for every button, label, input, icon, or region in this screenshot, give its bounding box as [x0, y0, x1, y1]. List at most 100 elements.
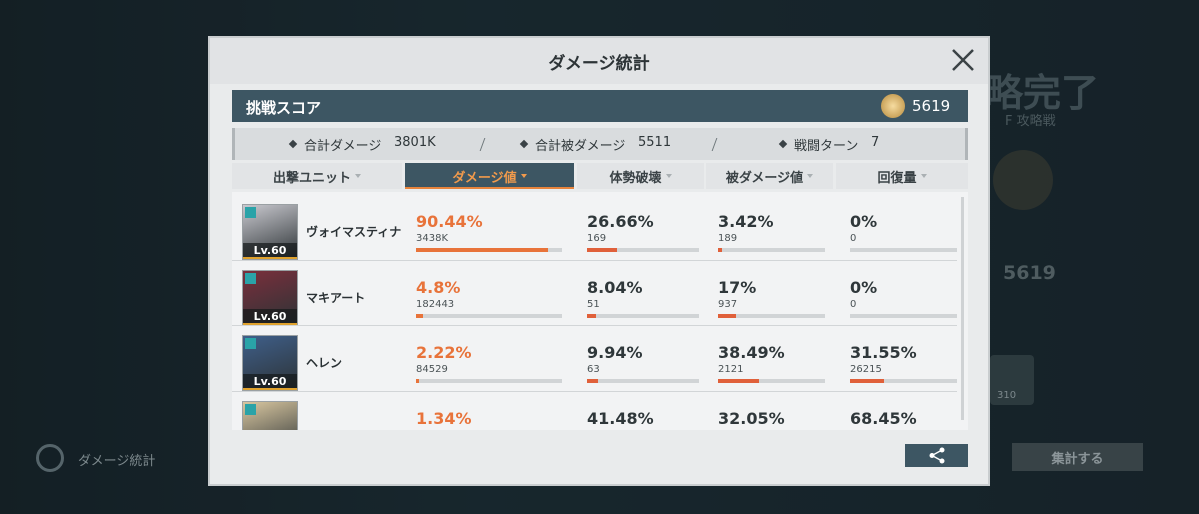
break-bar-track: [587, 248, 699, 252]
taken-bar-track: [718, 379, 825, 383]
heal-percent: 31.55%: [850, 343, 917, 362]
taken-bar: [718, 248, 722, 252]
break-value: 51: [587, 298, 600, 310]
damage-percent: 1.34%: [416, 408, 472, 428]
tab[interactable]: 体勢破壊: [577, 163, 704, 189]
taken-bar-track: [718, 248, 825, 252]
scrollbar[interactable]: [961, 197, 964, 420]
sort-icon: [665, 174, 672, 178]
score-bar: [232, 90, 968, 122]
taken-percent: 38.49%: [718, 343, 785, 362]
sort-icon: [807, 174, 814, 178]
break-percent: 9.94%: [587, 343, 643, 362]
heal-value: 0: [850, 233, 857, 244]
score-label: 挑戦スコア: [246, 99, 322, 117]
tally-button[interactable]: 集計する: [1012, 443, 1143, 471]
bg-item: [990, 355, 1034, 405]
element-icon: [245, 272, 256, 284]
sidebar-icon[interactable]: [36, 444, 64, 472]
break-bar: [587, 379, 599, 383]
taken-value: 2121: [718, 364, 744, 375]
break-percent: 8.04%: [587, 277, 643, 297]
taken-value: 937: [718, 298, 738, 310]
element-icon: [245, 207, 256, 218]
level-badge: [243, 243, 297, 259]
element-icon: [245, 338, 256, 349]
damage-value: 3438K: [416, 233, 449, 244]
heal-bar-track: [850, 313, 957, 318]
tab-label: 回復量: [836, 163, 968, 189]
taken-bar: [718, 313, 737, 318]
sort-icon: [355, 174, 361, 178]
unit-name: ヘレン: [306, 356, 343, 370]
taken-bar-track: [718, 313, 825, 318]
break-value: 169: [587, 233, 607, 244]
break-bar-track: [587, 313, 699, 318]
damage-percent: 90.44%: [416, 212, 483, 231]
bg-subtitle: F 攻略戦: [1005, 114, 1056, 129]
avatar: Lv.60: [242, 335, 298, 391]
break-bar-track: [587, 379, 699, 383]
heal-percent: 68.45%: [850, 408, 917, 428]
summary-label: 戦闘ターン: [794, 139, 859, 154]
tab-label: 体勢破壊: [577, 163, 704, 189]
heal-bar-track: [850, 379, 957, 383]
break-bar: [587, 313, 596, 318]
summary-label: 合計ダメージ: [304, 139, 382, 154]
damage-percent: 2.22%: [416, 343, 472, 362]
bg-emblem: [993, 150, 1053, 210]
dialog-title: ダメージ統計: [210, 38, 988, 84]
tab-label: ダメージ値: [405, 163, 574, 189]
avatar: Lv.60: [242, 269, 298, 326]
damage-bar-track: [416, 379, 562, 383]
damage-percent: 4.8%: [416, 277, 461, 297]
heal-bar-track: [850, 248, 957, 252]
taken-percent: 3.42%: [718, 212, 774, 231]
tab[interactable]: 出撃ユニット: [232, 163, 402, 189]
summary-bar: [232, 128, 968, 160]
damage-bar: [416, 313, 423, 318]
damage-bar: [416, 379, 420, 383]
score-value: 5619: [912, 97, 951, 115]
sort-icon: [920, 174, 927, 178]
unit-level: Lv.60: [253, 375, 287, 388]
break-bar: [587, 248, 617, 252]
level-badge: [243, 374, 297, 390]
bg-score: 5619: [1003, 262, 1056, 284]
bg-badge: 310: [997, 390, 1017, 401]
heal-bar: [850, 379, 884, 383]
summary-label: 合計被ダメージ: [535, 139, 626, 154]
tab[interactable]: 回復量: [836, 163, 968, 189]
taken-percent: 17%: [718, 277, 757, 297]
bg-title: 略完了: [985, 71, 1100, 115]
break-value: 63: [587, 364, 600, 375]
row-divider: [232, 390, 957, 392]
tab[interactable]: 被ダメージ値: [706, 163, 833, 189]
taken-value: 189: [718, 233, 738, 244]
summary-value: 7: [871, 135, 880, 150]
heal-percent: 0%: [850, 212, 878, 231]
tab[interactable]: ダメージ値: [405, 163, 574, 189]
score-medal: [881, 94, 905, 118]
summary-value: 5511: [638, 135, 672, 150]
unit-name: ヴォイマスティナ: [306, 225, 402, 239]
heal-value: 0: [850, 298, 857, 310]
element-icon: [245, 403, 256, 415]
break-percent: 26.66%: [587, 212, 654, 231]
sidebar-label[interactable]: ダメージ統計: [78, 454, 156, 469]
avatar: Lv.60: [242, 204, 298, 260]
damage-value: 84529: [416, 364, 448, 375]
close-button[interactable]: [951, 48, 975, 72]
share-button[interactable]: [905, 444, 968, 467]
tab-label: 出撃ユニット: [232, 163, 402, 189]
tab-label: 被ダメージ値: [706, 163, 833, 189]
taken-bar: [718, 379, 760, 383]
share-icon: [929, 447, 945, 464]
row-divider: [232, 259, 957, 261]
break-percent: 41.48%: [587, 408, 654, 428]
summary-value: 3801K: [394, 135, 436, 150]
sort-icon: [520, 174, 527, 178]
heal-percent: 0%: [850, 277, 878, 297]
unit-level: Lv.60: [253, 309, 287, 323]
